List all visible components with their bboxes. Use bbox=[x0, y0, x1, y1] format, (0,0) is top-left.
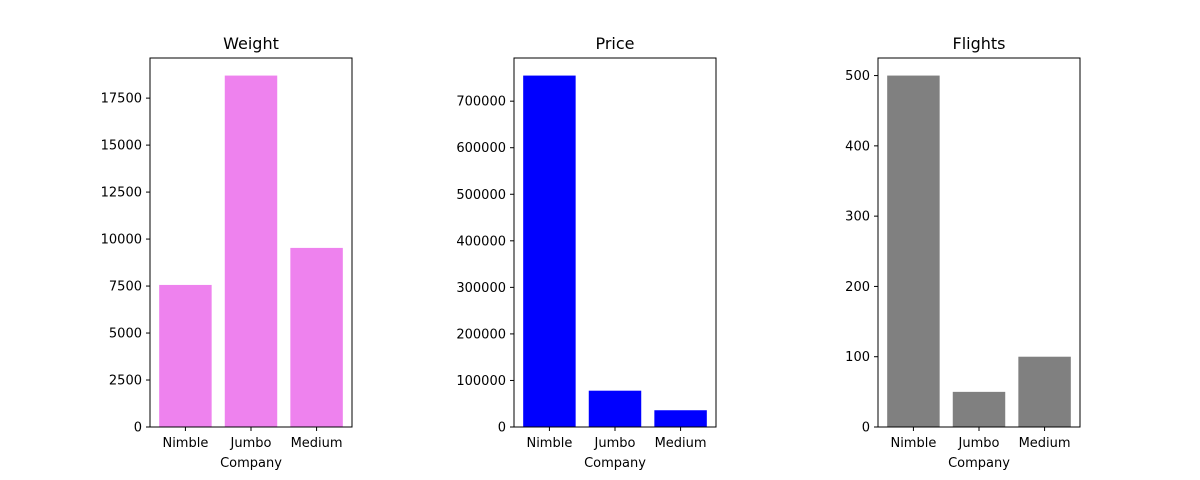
y-tick-label: 0 bbox=[862, 421, 870, 436]
x-tick-label: Jumbo bbox=[958, 436, 1000, 451]
x-tick-label: Medium bbox=[291, 436, 343, 451]
chart-title: Weight bbox=[223, 34, 279, 53]
x-tick-label: Jumbo bbox=[594, 436, 636, 451]
y-tick-label: 0 bbox=[498, 421, 506, 436]
y-tick-label: 100000 bbox=[456, 374, 506, 389]
y-tick-label: 7500 bbox=[109, 280, 142, 295]
x-tick-label: Medium bbox=[1019, 436, 1071, 451]
y-tick-label: 400 bbox=[845, 139, 870, 154]
bar-medium bbox=[1018, 356, 1071, 427]
chart-title: Price bbox=[595, 34, 634, 53]
y-tick-label: 300 bbox=[845, 210, 870, 225]
x-tick-label: Jumbo bbox=[230, 436, 272, 451]
y-tick-label: 10000 bbox=[101, 233, 142, 248]
y-tick-label: 200000 bbox=[456, 327, 506, 342]
x-tick-label: Nimble bbox=[526, 436, 572, 451]
bar-nimble bbox=[523, 75, 576, 428]
y-tick-label: 2500 bbox=[109, 374, 142, 389]
y-tick-label: 5000 bbox=[109, 327, 142, 342]
bar-jumbo bbox=[224, 75, 278, 428]
chart-panel-0: 0 2500 5000 7500 10000 12500 15000 17500 Nimble J… bbox=[101, 34, 353, 471]
x-tick-label: Nimble bbox=[162, 436, 208, 451]
x-axis-label: Company bbox=[584, 456, 646, 471]
bar-medium bbox=[290, 247, 343, 427]
x-tick-label: Nimble bbox=[890, 436, 936, 451]
x-axis-label: Company bbox=[948, 456, 1010, 471]
y-tick-label: 500000 bbox=[456, 188, 506, 203]
bar-jumbo bbox=[588, 390, 642, 427]
chart-title: Flights bbox=[953, 34, 1006, 53]
x-tick-label: Medium bbox=[655, 436, 707, 451]
bar-medium bbox=[654, 410, 707, 427]
y-tick-label: 400000 bbox=[456, 234, 506, 249]
y-tick-label: 0 bbox=[134, 421, 142, 436]
bar-nimble bbox=[159, 284, 212, 427]
bar-jumbo bbox=[952, 391, 1006, 427]
y-tick-label: 600000 bbox=[456, 141, 506, 156]
y-tick-label: 12500 bbox=[101, 186, 142, 201]
y-tick-label: 500 bbox=[845, 69, 870, 84]
chart-panel-2: 0 100 200 300 400 500 Nimble Jumbo Medium Company… bbox=[845, 34, 1081, 471]
y-tick-label: 100 bbox=[845, 350, 870, 365]
chart-panel-1: 0 100000 200000 300000 400000 500000 600000 700… bbox=[456, 34, 717, 471]
x-axis-label: Company bbox=[220, 456, 282, 471]
y-tick-label: 200 bbox=[845, 280, 870, 295]
y-tick-label: 15000 bbox=[101, 139, 142, 154]
y-tick-label: 300000 bbox=[456, 281, 506, 296]
y-tick-label: 700000 bbox=[456, 95, 506, 110]
bar-nimble bbox=[887, 75, 940, 428]
y-tick-label: 17500 bbox=[101, 92, 142, 107]
